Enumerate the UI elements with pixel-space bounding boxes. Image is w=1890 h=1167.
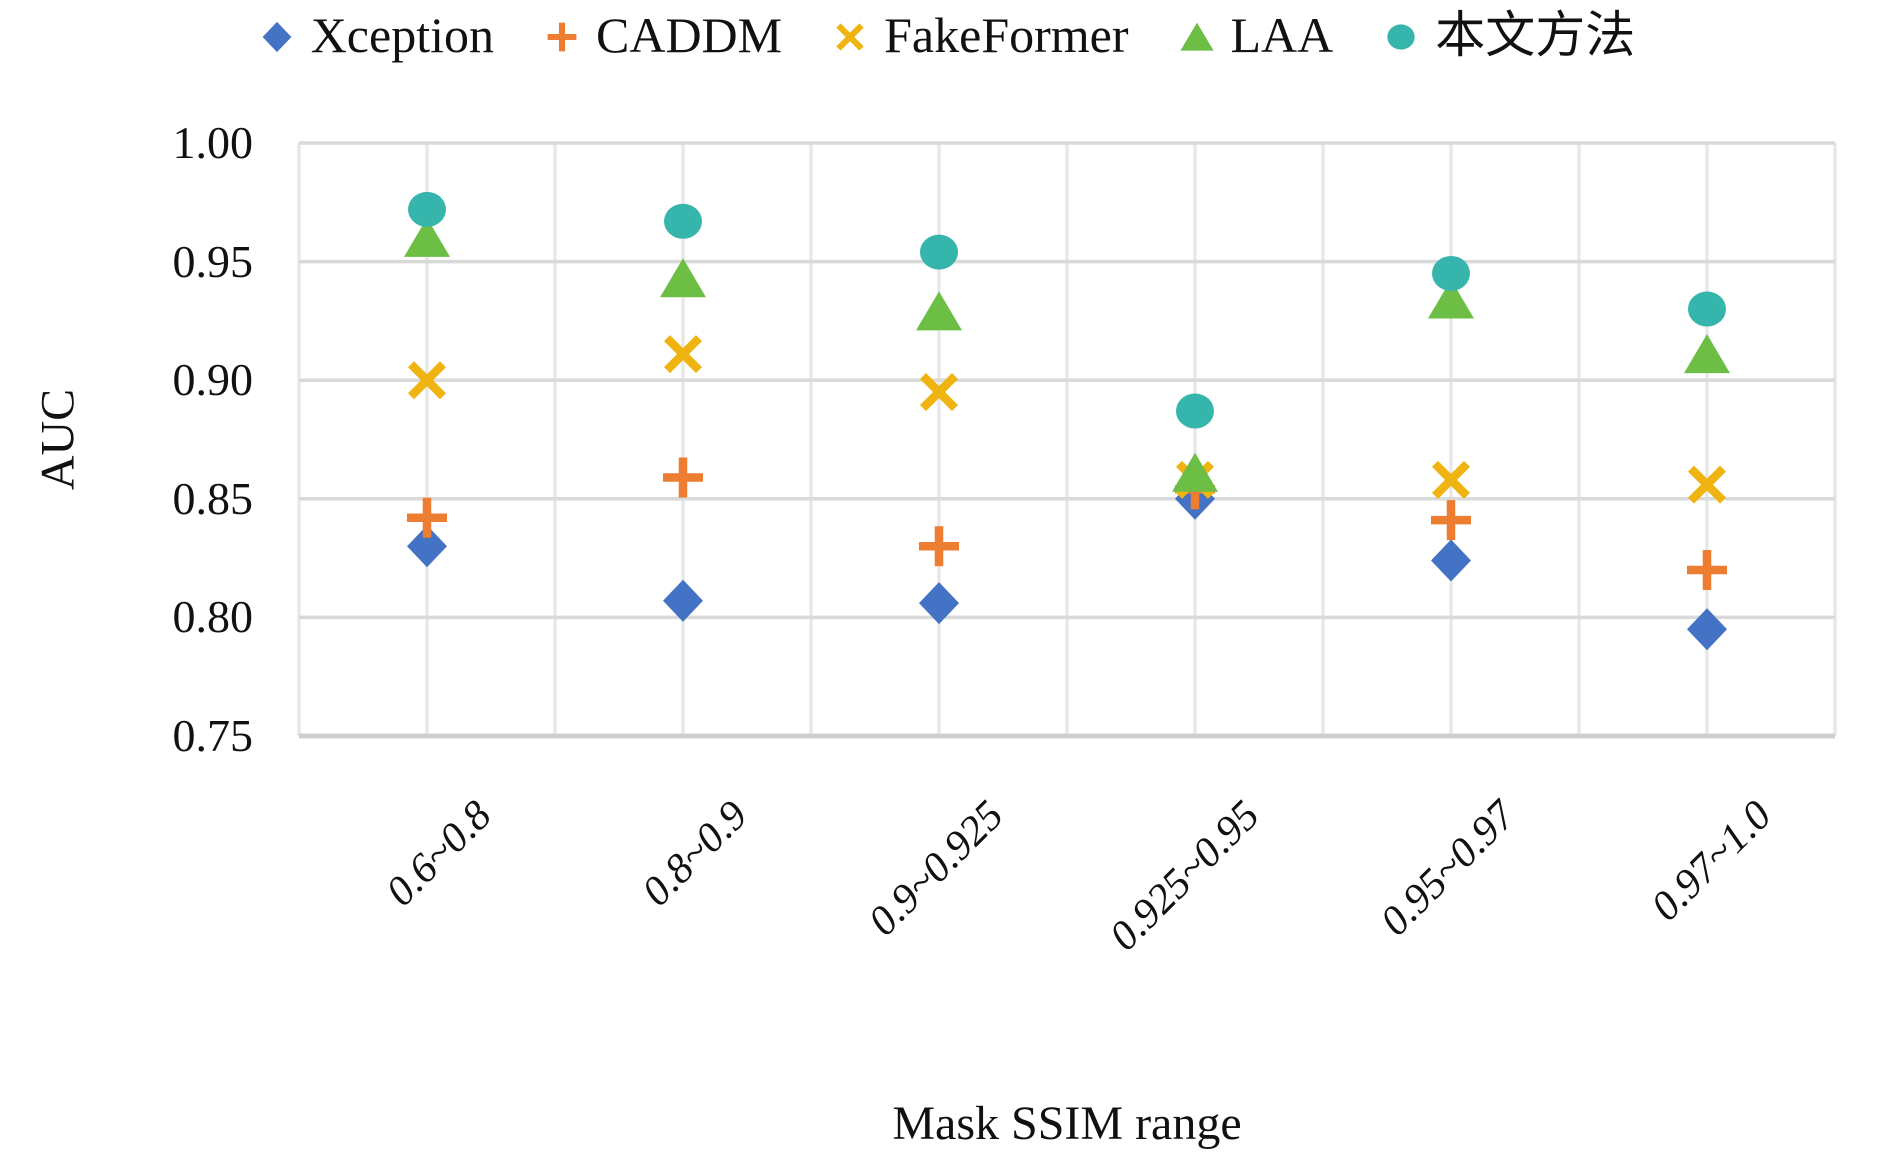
y-tick-label: 0.95 [172,235,254,287]
data-point-marker [404,217,450,257]
x-axis-title: Mask SSIM range [892,1097,1242,1150]
data-point-marker [408,191,446,227]
y-tick-label: 0.90 [172,354,254,406]
data-point-marker [407,361,447,400]
data-point-marker [660,258,706,298]
data-point-marker [663,335,703,374]
data-point-marker [407,525,447,568]
chart-legend: Xception CADDM FakeFormer LAA 本文方法 [0,6,1890,64]
data-point-marker [916,291,962,331]
legend-label: FakeFormer [884,7,1129,63]
legend-label: 本文方法 [1435,7,1636,63]
data-point-marker [663,579,703,622]
legend-item: LAA [1175,6,1334,64]
legend-item: 本文方法 [1379,6,1635,64]
data-point-marker [1431,500,1471,541]
data-point-marker [664,203,702,239]
data-point-marker [920,234,958,270]
legend-label: CADDM [595,7,783,63]
data-point-marker [407,497,447,538]
series-triangle [404,217,1730,492]
data-point-marker [919,582,959,625]
legend-label: LAA [1230,7,1334,63]
series-circle [408,191,1726,429]
data-point-marker [919,373,959,412]
vertical-gridlines [297,143,1837,736]
data-point-marker [919,526,959,567]
data-point-marker [1176,393,1214,429]
x-legend-icon [836,23,864,51]
diamond-legend-icon [262,21,292,53]
legend-item: FakeFormer [828,6,1129,64]
y-tick-label: 0.85 [172,472,254,524]
legend-label: Xception [310,7,494,63]
data-point-marker [1172,452,1218,492]
legend-item: CADDM [540,6,782,64]
data-point-marker [1687,608,1727,651]
y-tick-label: 0.80 [172,591,254,643]
y-axis-title: AUC [31,388,85,491]
y-tick-label: 1.00 [172,117,254,168]
data-point-marker [1684,334,1730,374]
plus-legend-icon [547,22,577,52]
y-tick-label: 0.75 [172,710,254,761]
data-point-marker [1687,549,1727,590]
data-point-marker [1431,460,1471,499]
circle-legend-icon [1387,24,1415,50]
horizontal-gridlines [299,141,1835,739]
data-point-marker [1428,279,1474,319]
data-point-marker [1432,255,1470,291]
data-point-marker [1687,465,1727,504]
legend-item: Xception [255,6,494,64]
triangle-legend-icon [1179,22,1214,51]
data-point-marker [663,457,703,498]
data-point-marker [1431,539,1471,582]
data-point-marker [1688,291,1726,327]
